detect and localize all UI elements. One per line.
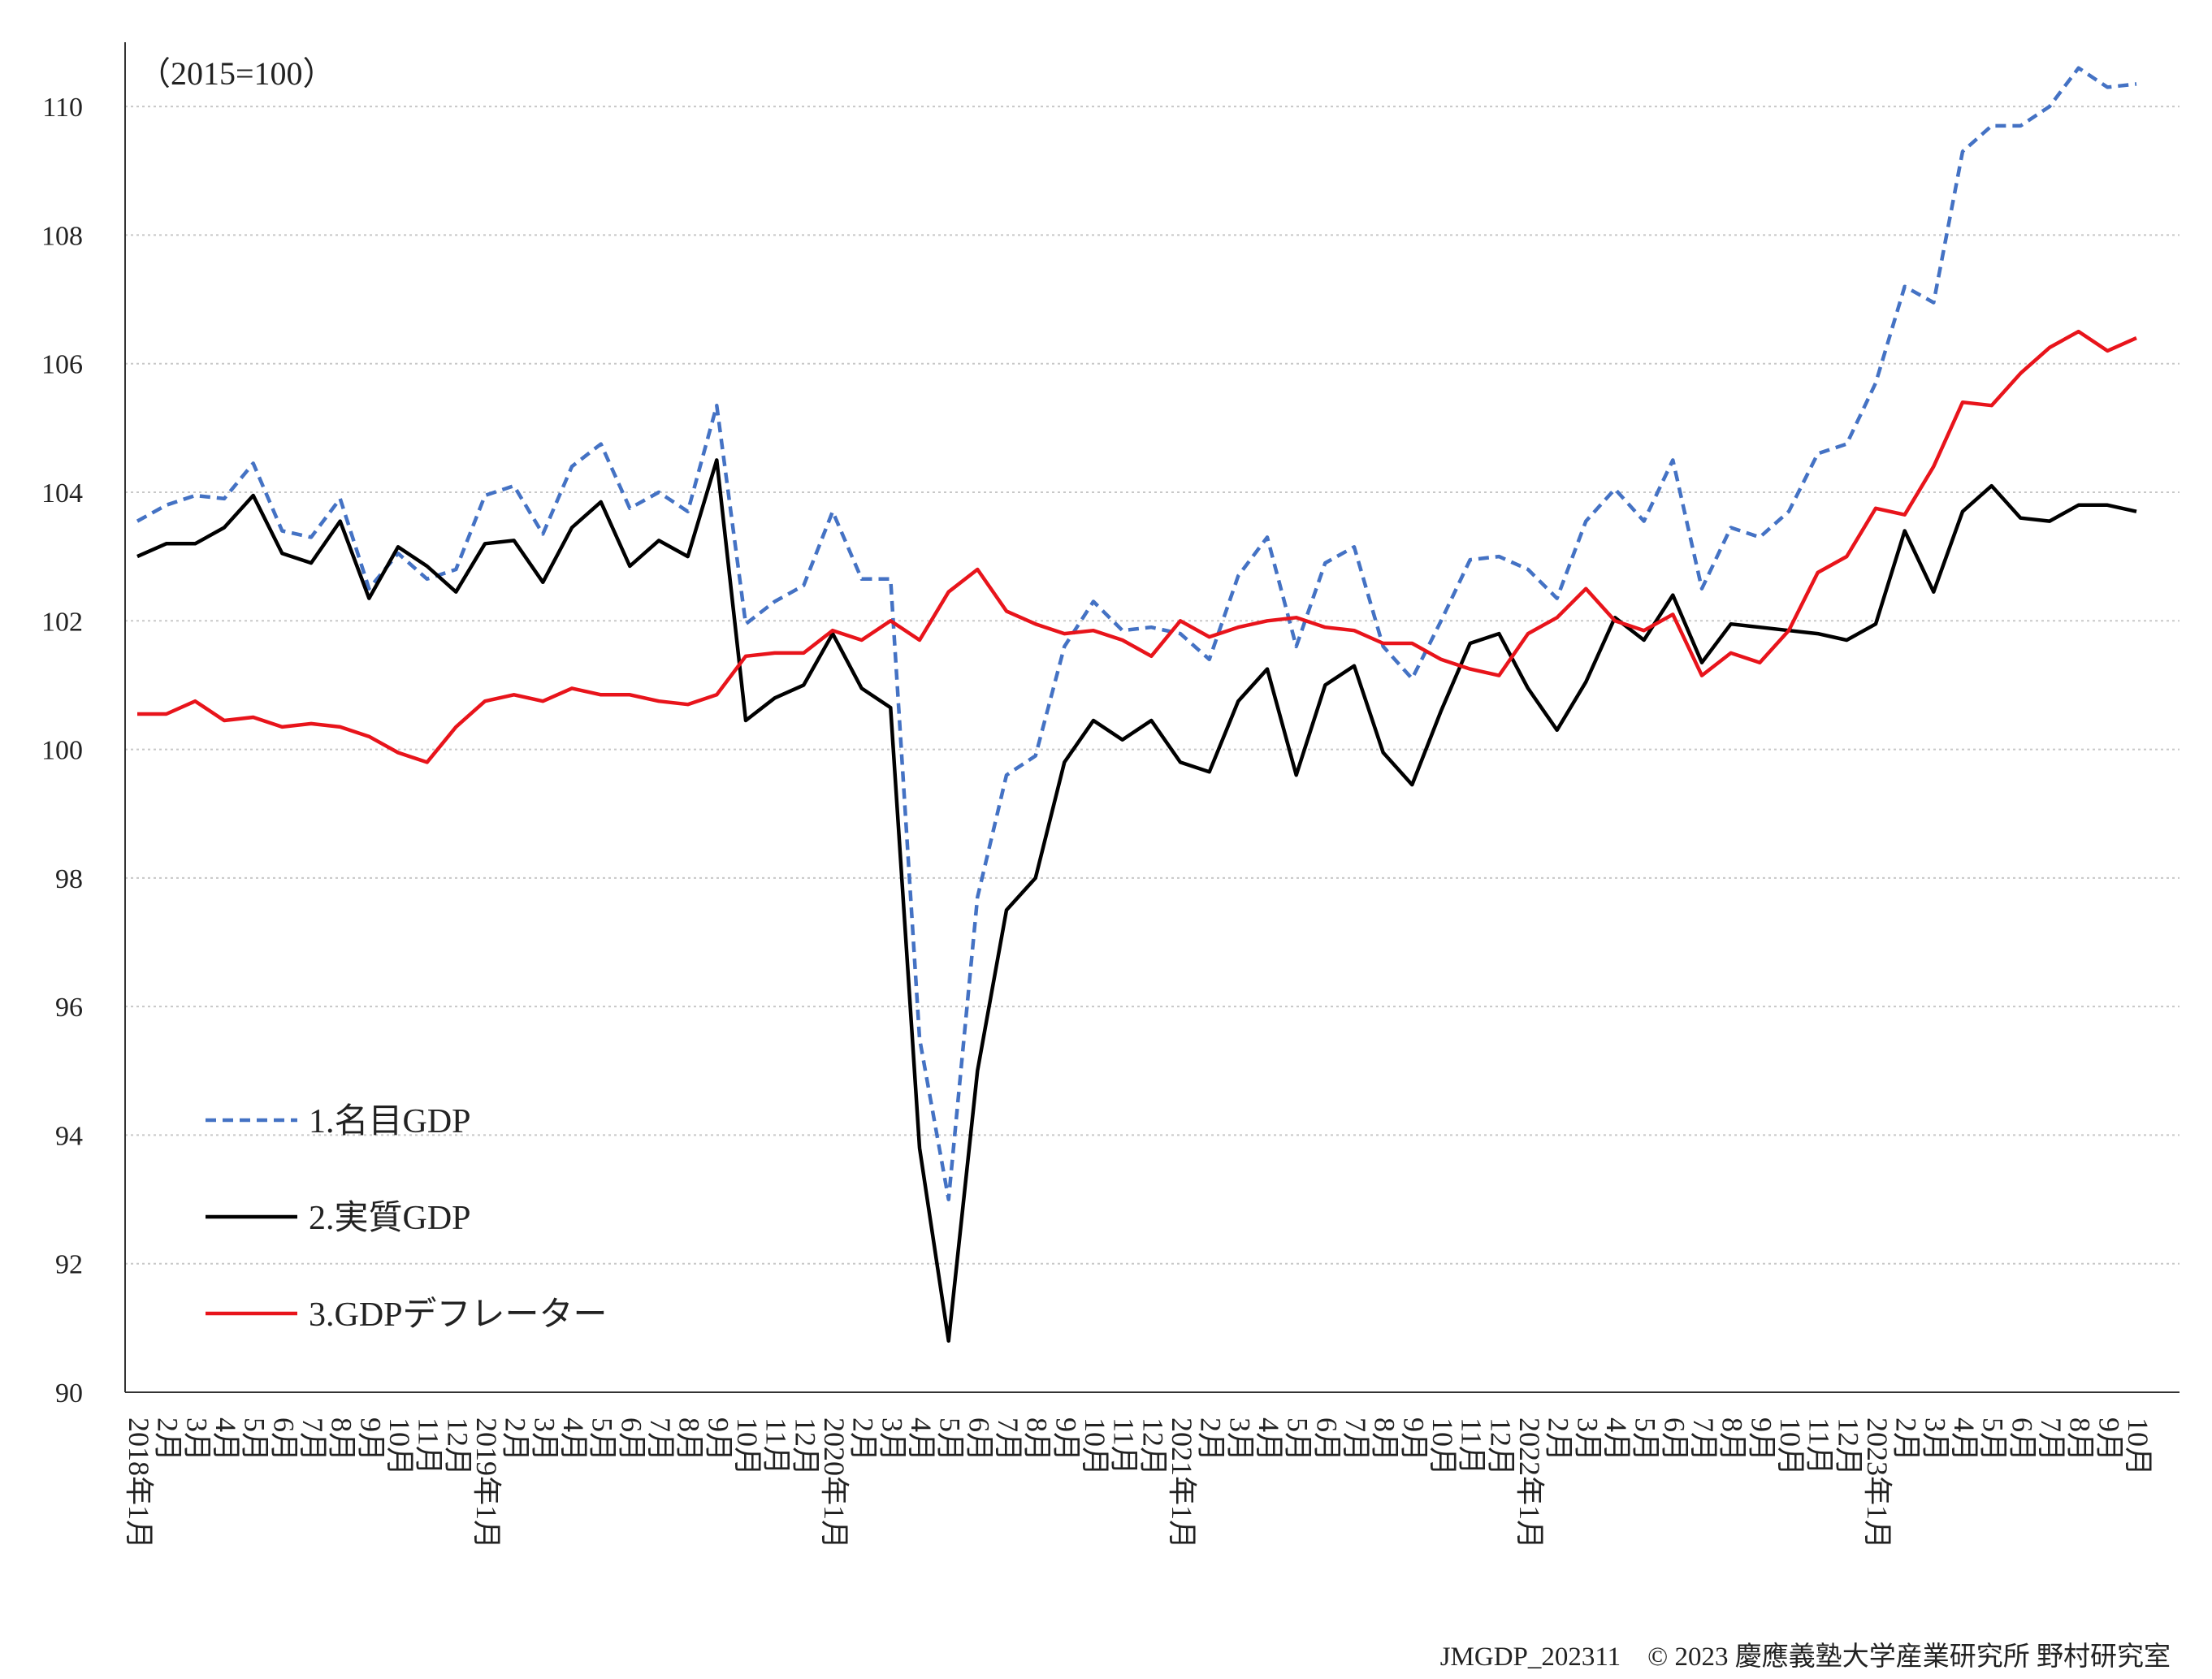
x-tick-label: 10月	[383, 1417, 416, 1476]
x-tick-label: 7月	[1340, 1417, 1372, 1461]
x-tick-label: 2月	[1195, 1417, 1227, 1461]
x-tick-label: 7月	[2035, 1417, 2067, 1461]
x-tick-label: 10月	[1774, 1417, 1807, 1476]
x-tick-label: 5月	[1630, 1417, 1662, 1461]
x-tick-label: 12月	[1484, 1417, 1517, 1476]
x-tick-label: 7月	[1687, 1417, 1720, 1461]
x-tick-label: 4月	[210, 1417, 242, 1461]
x-tick-label: 6月	[615, 1417, 647, 1461]
x-tick-label: 5月	[239, 1417, 271, 1461]
x-tick-label: 7月	[992, 1417, 1024, 1461]
x-tick-label: 6月	[2006, 1417, 2038, 1461]
y-tick-label: 106	[41, 350, 83, 380]
x-tick-label: 2022年1月	[1513, 1417, 1546, 1549]
x-tick-label: 8月	[1021, 1417, 1054, 1461]
y-tick-label: 102	[41, 607, 83, 637]
y-tick-label: 96	[55, 993, 83, 1023]
x-tick-label: 4月	[905, 1417, 937, 1461]
x-tick-label: 2021年1月	[1166, 1417, 1198, 1549]
x-tick-label: 10月	[731, 1417, 764, 1476]
x-tick-label: 5月	[1977, 1417, 2010, 1461]
x-tick-label: 9月	[1397, 1417, 1430, 1461]
x-tick-label: 2月	[1890, 1417, 1923, 1461]
x-tick-label: 4月	[557, 1417, 590, 1461]
x-tick-label: 4月	[1948, 1417, 1980, 1461]
x-tick-label: 6月	[963, 1417, 995, 1461]
x-tick-label: 2018年1月	[123, 1417, 155, 1549]
x-tick-label: 11月	[760, 1417, 793, 1475]
y-tick-label: 98	[55, 864, 83, 894]
x-tick-label: 9月	[1745, 1417, 1777, 1461]
legend-label: 3.GDPデフレーター	[309, 1296, 608, 1334]
x-tick-label: 6月	[267, 1417, 300, 1461]
x-tick-label: 12月	[1136, 1417, 1169, 1476]
x-tick-label: 10月	[1426, 1417, 1459, 1476]
x-tick-label: 8月	[673, 1417, 706, 1461]
x-tick-label: 2023年1月	[1861, 1417, 1894, 1549]
x-tick-label: 7月	[297, 1417, 329, 1461]
x-tick-label: 2月	[500, 1417, 532, 1461]
x-tick-label: 8月	[326, 1417, 358, 1461]
x-tick-label: 3月	[528, 1417, 561, 1461]
x-tick-label: 10月	[1079, 1417, 1111, 1476]
unit-note: （2015=100）	[138, 55, 335, 92]
x-tick-label: 10月	[2122, 1417, 2154, 1476]
x-tick-label: 8月	[1716, 1417, 1749, 1461]
x-tick-label: 2月	[1543, 1417, 1575, 1461]
x-tick-label: 9月	[702, 1417, 734, 1461]
series-line	[136, 66, 2137, 1201]
x-tick-label: 2020年1月	[818, 1417, 851, 1549]
x-tick-label: 3月	[1571, 1417, 1604, 1461]
x-tick-label: 3月	[180, 1417, 213, 1461]
source-note: JMGDP_202311 © 2023 慶應義塾大学産業研究所 野村研究室	[1440, 1642, 2171, 1672]
x-tick-label: 2019年1月	[470, 1417, 503, 1549]
x-tick-label: 12月	[789, 1417, 821, 1476]
x-tick-label: 2月	[847, 1417, 880, 1461]
x-tick-label: 11月	[413, 1417, 445, 1475]
y-tick-label: 110	[42, 93, 83, 123]
x-tick-label: 5月	[1282, 1417, 1314, 1461]
x-tick-label: 3月	[876, 1417, 908, 1461]
legend-label: 2.実質GDP	[309, 1200, 471, 1237]
y-tick-label: 100	[41, 736, 83, 766]
x-tick-label: 9月	[354, 1417, 387, 1461]
x-tick-label: 9月	[2093, 1417, 2125, 1461]
x-tick-label: 11月	[1456, 1417, 1488, 1475]
x-tick-label: 4月	[1600, 1417, 1633, 1461]
legend-label: 1.名目GDP	[309, 1103, 471, 1140]
x-tick-label: 6月	[1658, 1417, 1690, 1461]
x-tick-label: 12月	[1832, 1417, 1864, 1476]
x-tick-label: 7月	[644, 1417, 677, 1461]
x-tick-label: 3月	[1919, 1417, 1951, 1461]
x-tick-label: 2月	[152, 1417, 184, 1461]
x-tick-label: 11月	[1108, 1417, 1141, 1475]
x-tick-label: 9月	[1050, 1417, 1082, 1461]
series-line	[136, 458, 2137, 1343]
x-tick-label: 5月	[587, 1417, 619, 1461]
y-tick-label: 104	[41, 478, 83, 508]
y-tick-label: 94	[55, 1121, 83, 1151]
x-tick-label: 8月	[2064, 1417, 2097, 1461]
x-tick-label: 8月	[1369, 1417, 1401, 1461]
series-line	[137, 329, 2137, 764]
y-tick-label: 92	[55, 1250, 83, 1280]
x-tick-label: 3月	[1223, 1417, 1256, 1461]
x-tick-label: 11月	[1803, 1417, 1836, 1475]
x-tick-label: 4月	[1253, 1417, 1285, 1461]
y-tick-label: 90	[55, 1378, 83, 1409]
x-tick-label: 12月	[441, 1417, 474, 1476]
y-tick-label: 108	[41, 221, 83, 251]
x-tick-label: 6月	[1310, 1417, 1343, 1461]
x-tick-label: 5月	[934, 1417, 967, 1461]
